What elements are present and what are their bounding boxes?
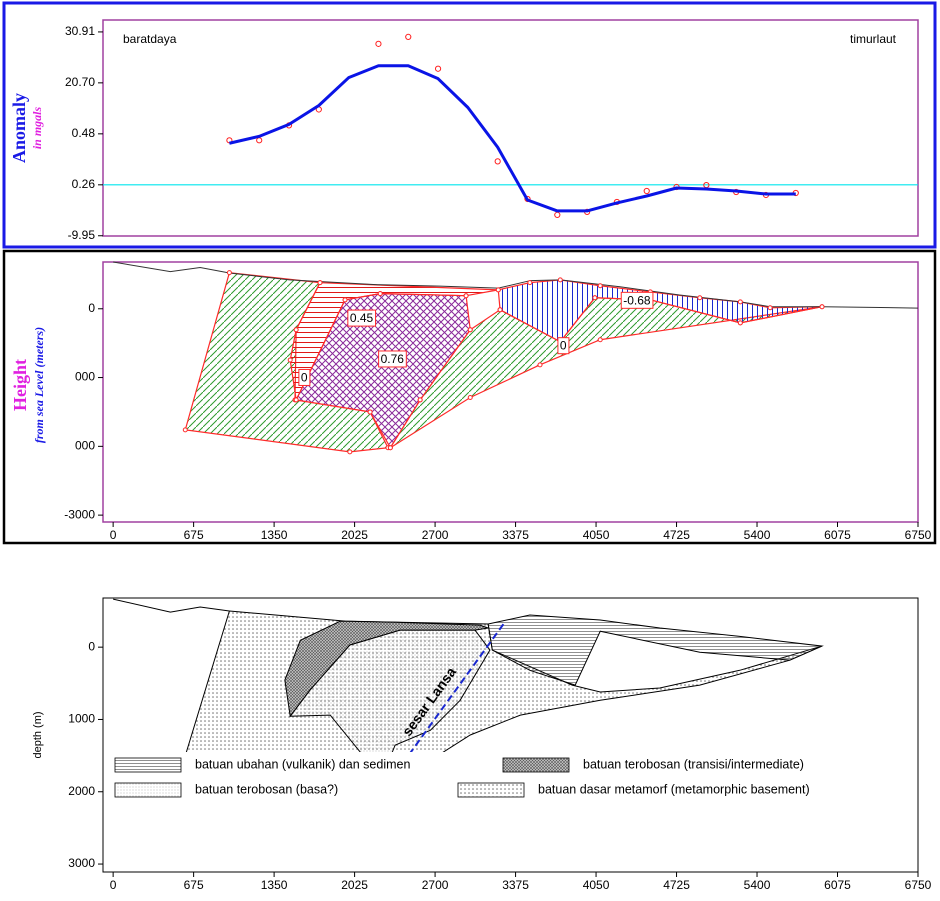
vertex — [538, 363, 542, 367]
density-label: 0 — [301, 370, 308, 384]
x-tick-label: 3375 — [502, 878, 529, 892]
vertex — [294, 398, 298, 402]
legend-swatch — [115, 758, 181, 772]
x-tick-label: 5400 — [744, 878, 771, 892]
density-label: 0.76 — [381, 352, 405, 366]
vertex — [348, 450, 352, 454]
vertex — [598, 338, 602, 342]
vertex — [468, 396, 472, 400]
x-tick-label: 675 — [184, 528, 204, 542]
x-tick-label: 6750 — [905, 528, 932, 542]
y-tick-label: 0.48 — [72, 126, 96, 140]
vertex — [464, 294, 468, 298]
y-tick-label: 1000 — [68, 712, 95, 726]
vertex — [698, 296, 702, 300]
vertex — [368, 410, 372, 414]
vertex — [294, 328, 298, 332]
x-tick-label: 4050 — [583, 878, 610, 892]
legend-label: batuan terobosan (transisi/intermediate) — [583, 757, 804, 771]
vertex — [418, 398, 422, 402]
x-tick-label: 1350 — [261, 878, 288, 892]
page: Anomaly in mgals Height from sea Level (… — [0, 0, 940, 901]
x-tick-label: 2700 — [422, 528, 449, 542]
vertex — [820, 305, 824, 309]
vertex — [738, 300, 742, 304]
y-tick-label: 20.70 — [65, 75, 95, 89]
legend-swatch — [115, 783, 181, 797]
y-axis-title: depth (m) — [32, 711, 44, 758]
annotation: baratdaya — [123, 32, 177, 46]
y-tick-label: -3000 — [64, 507, 95, 521]
legend-label: batuan ubahan (vulkanik) dan sedimen — [195, 757, 410, 771]
y-tick-label: 000 — [75, 439, 95, 453]
x-tick-label: 2700 — [422, 878, 449, 892]
density-label: -0.68 — [623, 293, 651, 307]
x-tick-label: 2025 — [341, 878, 368, 892]
surface-line — [113, 599, 229, 612]
vertex — [388, 446, 392, 450]
y-axis-unit: in mgals — [30, 107, 44, 150]
x-tick-label: 4725 — [663, 528, 690, 542]
x-tick-label: 1350 — [261, 528, 288, 542]
y-tick-label: 30.91 — [65, 24, 95, 38]
density-label: 0 — [560, 339, 567, 353]
figure: Anomaly in mgals Height from sea Level (… — [0, 0, 940, 901]
vertex — [468, 328, 472, 332]
vertex — [558, 278, 562, 282]
vertex — [738, 321, 742, 325]
vertex — [496, 288, 500, 292]
vertex — [598, 284, 602, 288]
y-axis-unit: from sea Level (meters) — [32, 327, 46, 443]
x-tick-label: 4050 — [583, 528, 610, 542]
x-tick-label: 0 — [110, 878, 117, 892]
y-tick-label: 000 — [75, 370, 95, 384]
x-tick-label: 2025 — [341, 528, 368, 542]
vertex — [318, 281, 322, 285]
y-tick-label: 2000 — [68, 784, 95, 798]
density-label: 0.45 — [350, 311, 374, 325]
vertex — [378, 292, 382, 296]
vertex — [768, 306, 772, 310]
y-axis-title: Anomaly — [9, 93, 29, 163]
x-tick-label: 6075 — [824, 878, 851, 892]
legend-swatch — [458, 783, 524, 797]
legend-swatch — [503, 758, 569, 772]
x-tick-label: 675 — [184, 878, 204, 892]
x-tick-label: 6075 — [824, 528, 851, 542]
vertex — [288, 358, 292, 362]
vertex — [343, 298, 347, 302]
x-tick-label: 6750 — [905, 878, 932, 892]
x-tick-label: 4725 — [663, 878, 690, 892]
vertex — [498, 308, 502, 312]
y-tick-label: -9.95 — [68, 228, 96, 242]
vertex — [593, 296, 597, 300]
vertex — [183, 428, 187, 432]
legend-label: batuan dasar metamorf (metamorphic basem… — [538, 782, 810, 796]
vertex — [227, 271, 231, 275]
annotation: timurlaut — [850, 32, 897, 46]
y-tick-label: 0.26 — [72, 177, 96, 191]
y-tick-label: 0 — [88, 301, 95, 315]
y-tick-label: 3000 — [68, 856, 95, 870]
y-tick-label: 0 — [88, 639, 95, 653]
x-tick-label: 0 — [110, 528, 117, 542]
x-tick-label: 5400 — [744, 528, 771, 542]
vertex — [528, 281, 532, 285]
y-axis-title: Height — [10, 359, 30, 411]
legend-label: batuan terobosan (basa?) — [195, 782, 338, 796]
x-tick-label: 3375 — [502, 528, 529, 542]
